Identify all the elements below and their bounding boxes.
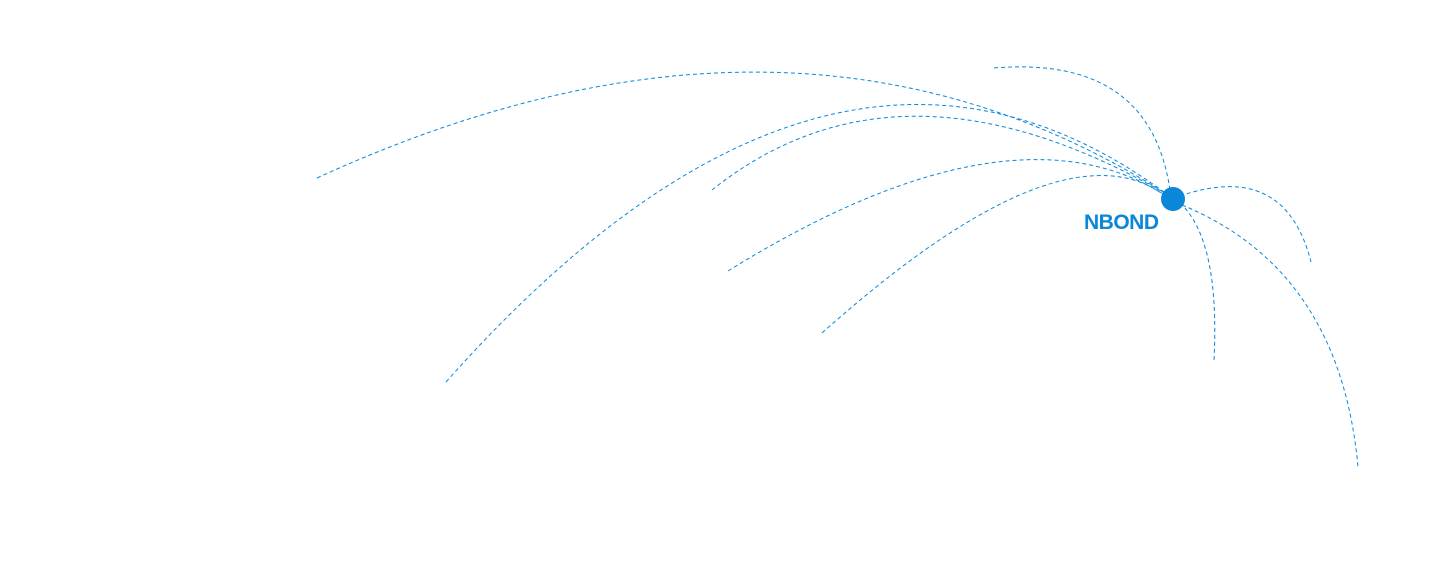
connection-line bbox=[316, 71, 1169, 196]
connection-line bbox=[711, 115, 1169, 196]
connection-line bbox=[1179, 186, 1312, 263]
connection-line bbox=[445, 104, 1169, 383]
connection-line bbox=[1179, 202, 1216, 361]
connection-line bbox=[821, 175, 1169, 334]
connection-line bbox=[1181, 204, 1359, 468]
hub-label: NBOND bbox=[1084, 211, 1159, 234]
connection-line bbox=[727, 159, 1169, 272]
hub-node bbox=[1161, 187, 1185, 211]
connection-line bbox=[993, 66, 1171, 191]
